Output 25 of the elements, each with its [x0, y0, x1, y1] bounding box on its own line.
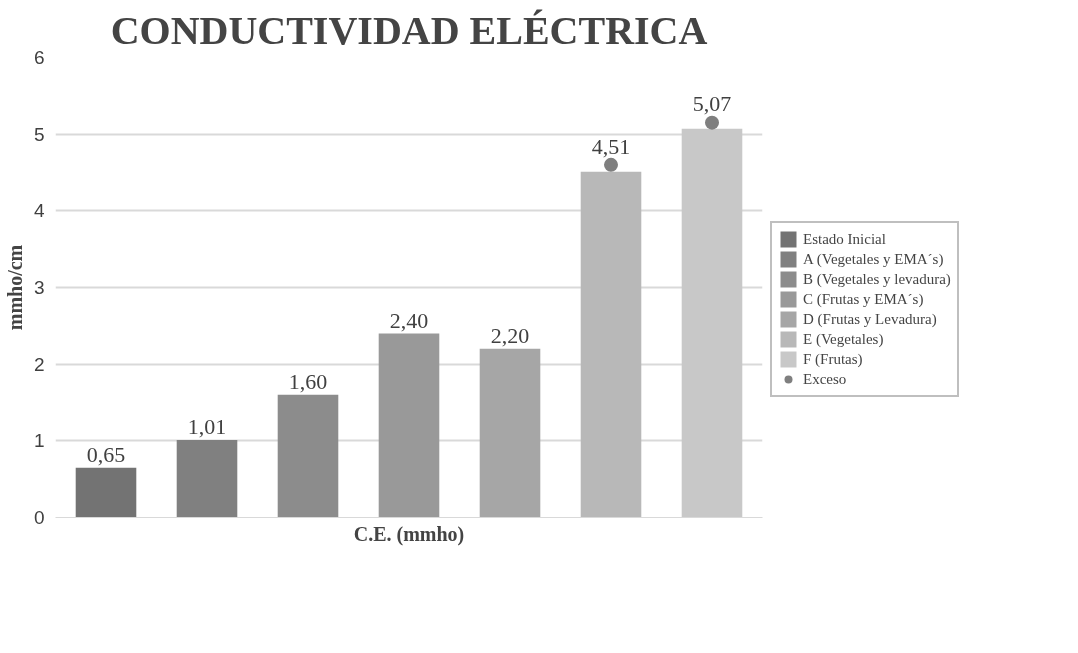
- y-tick-label: 5: [33, 123, 45, 145]
- y-tick-label: 3: [33, 277, 45, 298]
- legend-label: Exceso: [803, 369, 847, 389]
- data-label: 2,20: [490, 322, 530, 348]
- y-tick-label: 6: [33, 47, 45, 68]
- y-axis-title: mmho/cm: [3, 244, 26, 331]
- chart-title: CONDUCTIVIDAD ELÉCTRICA: [110, 7, 708, 53]
- legend-label: A (Vegetales y EMA´s): [803, 249, 944, 269]
- legend-label: B (Vegetales y levadura): [803, 269, 951, 289]
- data-label: 1,60: [288, 368, 328, 394]
- legend-label: F (Frutas): [803, 349, 863, 369]
- x-axis-title: C.E. (mmho): [353, 522, 465, 546]
- data-label: 5,07: [692, 90, 732, 116]
- legend-label: E (Vegetales): [803, 329, 884, 349]
- data-label: 4,51: [591, 133, 631, 159]
- data-label: 0,65: [86, 441, 126, 467]
- legend-label: D (Frutas y Levadura): [803, 309, 937, 329]
- legend-label: C (Frutas y EMA´s): [803, 289, 924, 309]
- data-label: 2,40: [389, 307, 429, 333]
- legend-label: Estado Inicial: [803, 229, 886, 249]
- y-tick-label: 2: [33, 353, 45, 375]
- y-tick-label: 0: [33, 507, 45, 528]
- data-label: 1,01: [187, 414, 227, 440]
- y-tick-label: 1: [33, 430, 45, 452]
- y-tick-label: 4: [33, 200, 45, 222]
